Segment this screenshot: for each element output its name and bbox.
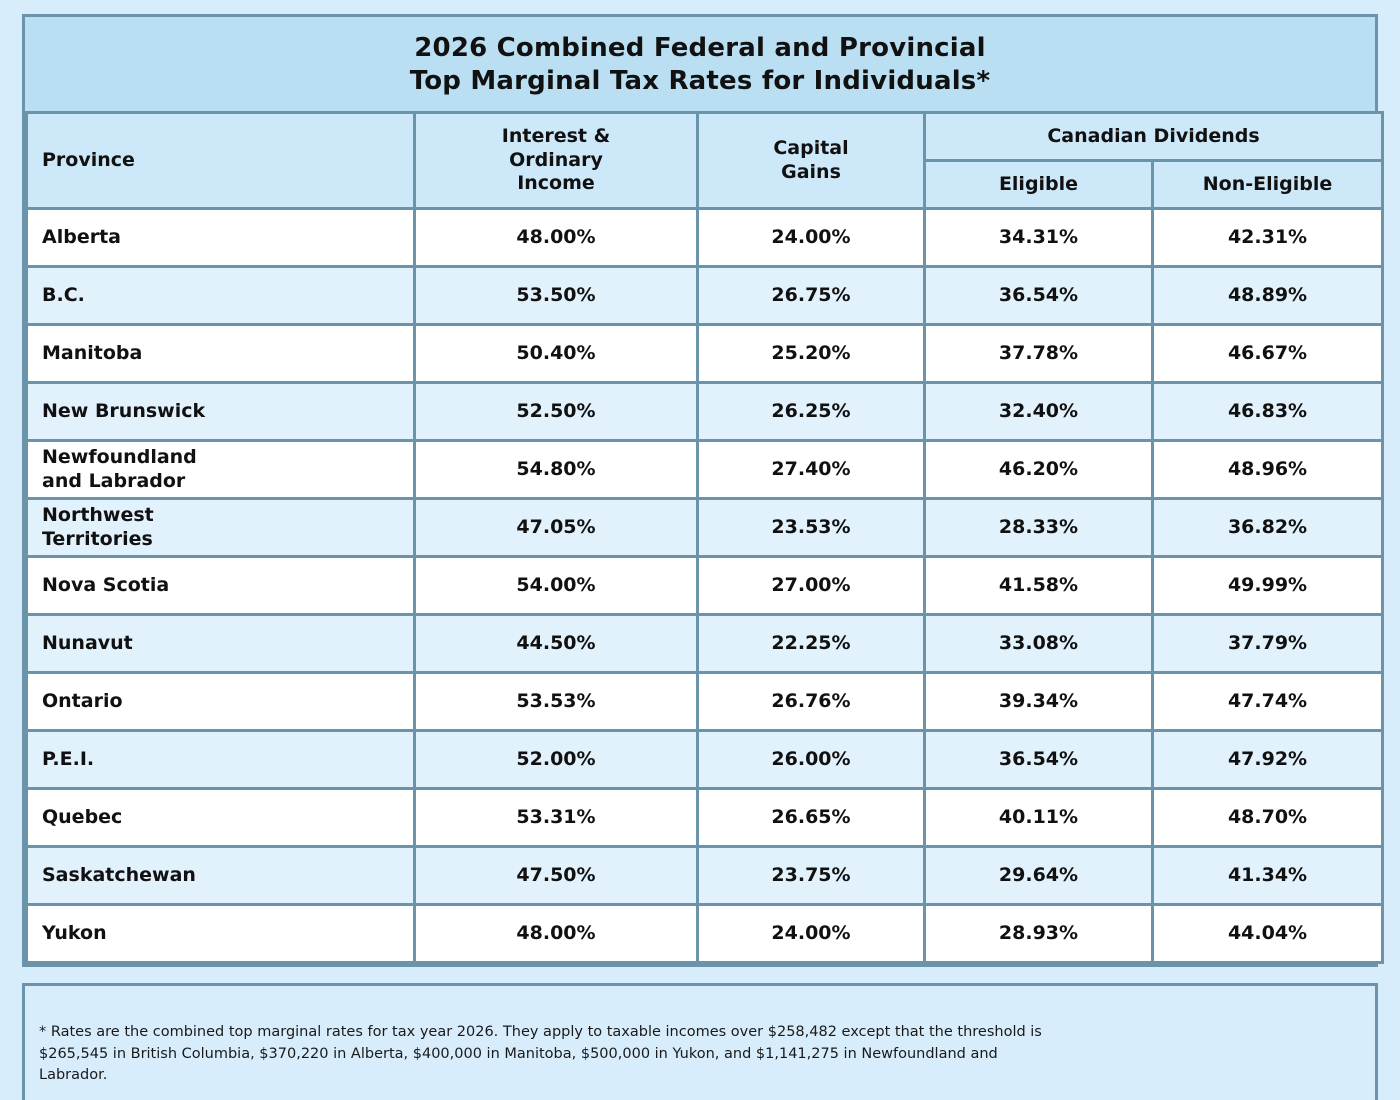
province-name-cell: Manitoba (25, 323, 416, 384)
column-group-header-canadian-dividends: Canadian Dividends (922, 111, 1385, 162)
tax-rates-panel: 2026 Combined Federal and Provincial Top… (22, 14, 1385, 967)
eligible-dividends-cell: 41.58% (923, 555, 1154, 616)
capital-gains-cell: 23.53% (696, 497, 926, 558)
interest-ordinary-income-cell: 48.00% (413, 903, 699, 964)
capital-gains-cell: 26.65% (696, 787, 926, 848)
column-header-interest-ordinary-income: Interest & Ordinary Income (413, 111, 699, 210)
footnote-box: * Rates are the combined top marginal ra… (22, 983, 1378, 1100)
capital-gains-cell: 24.00% (696, 903, 926, 964)
eligible-dividends-cell: 46.20% (923, 439, 1154, 500)
table-row: New Brunswick 52.50% 26.25% 32.40% 46.83… (25, 381, 1385, 442)
eligible-dividends-cell: 33.08% (923, 613, 1154, 674)
non-eligible-dividends-cell: 42.31% (1150, 207, 1385, 268)
eligible-dividends-cell: 34.31% (923, 207, 1154, 268)
capital-gains-cell: 23.75% (696, 845, 926, 906)
non-eligible-dividends-cell: 47.92% (1150, 729, 1385, 790)
interest-ordinary-income-cell: 53.31% (413, 787, 699, 848)
interest-ordinary-income-cell: 50.40% (413, 323, 699, 384)
capital-gains-cell: 27.40% (696, 439, 926, 500)
eligible-dividends-cell: 29.64% (923, 845, 1154, 906)
capital-gains-cell: 26.76% (696, 671, 926, 732)
interest-ordinary-income-cell: 52.50% (413, 381, 699, 442)
eligible-dividends-cell: 32.40% (923, 381, 1154, 442)
non-eligible-dividends-cell: 46.67% (1150, 323, 1385, 384)
province-name-cell: New Brunswick (25, 381, 416, 442)
province-name-cell: Nova Scotia (25, 555, 416, 616)
non-eligible-dividends-cell: 48.96% (1150, 439, 1385, 500)
capital-gains-cell: 26.75% (696, 265, 926, 326)
table-row: Yukon 48.00% 24.00% 28.93% 44.04% (25, 903, 1385, 964)
province-name-cell: Newfoundland and Labrador (25, 439, 416, 500)
table-row: Quebec 53.31% 26.65% 40.11% 48.70% (25, 787, 1385, 848)
footnote-text: * Rates are the combined top marginal ra… (39, 1023, 1042, 1084)
interest-ordinary-income-cell: 44.50% (413, 613, 699, 674)
non-eligible-dividends-cell: 41.34% (1150, 845, 1385, 906)
interest-ordinary-income-cell: 52.00% (413, 729, 699, 790)
province-name-cell: Saskatchewan (25, 845, 416, 906)
non-eligible-dividends-cell: 48.70% (1150, 787, 1385, 848)
non-eligible-dividends-cell: 47.74% (1150, 671, 1385, 732)
table-row: Alberta 48.00% 24.00% 34.31% 42.31% (25, 207, 1385, 268)
column-header-eligible: Eligible (923, 159, 1154, 210)
table-row: Nunavut 44.50% 22.25% 33.08% 37.79% (25, 613, 1385, 674)
table-row: Nova Scotia 54.00% 27.00% 41.58% 49.99% (25, 555, 1385, 616)
capital-gains-cell: 26.00% (696, 729, 926, 790)
interest-ordinary-income-cell: 54.00% (413, 555, 699, 616)
capital-gains-cell: 25.20% (696, 323, 926, 384)
table-row: Manitoba 50.40% 25.20% 37.78% 46.67% (25, 323, 1385, 384)
non-eligible-dividends-cell: 36.82% (1150, 497, 1385, 558)
interest-ordinary-income-cell: 54.80% (413, 439, 699, 500)
province-name-cell: B.C. (25, 265, 416, 326)
tax-rates-table: Province Interest & Ordinary Income Capi… (25, 111, 1385, 964)
table-row: Saskatchewan 47.50% 23.75% 29.64% 41.34% (25, 845, 1385, 906)
capital-gains-cell: 27.00% (696, 555, 926, 616)
column-header-non-eligible: Non-Eligible (1150, 159, 1385, 210)
non-eligible-dividends-cell: 48.89% (1150, 265, 1385, 326)
table-row: Newfoundland and Labrador 54.80% 27.40% … (25, 439, 1385, 500)
province-name-cell: Northwest Territories (25, 497, 416, 558)
table-row: Ontario 53.53% 26.76% 39.34% 47.74% (25, 671, 1385, 732)
eligible-dividends-cell: 40.11% (923, 787, 1154, 848)
province-name-cell: Nunavut (25, 613, 416, 674)
province-name-cell: Yukon (25, 903, 416, 964)
eligible-dividends-cell: 28.33% (923, 497, 1154, 558)
interest-ordinary-income-cell: 48.00% (413, 207, 699, 268)
interest-ordinary-income-cell: 53.53% (413, 671, 699, 732)
eligible-dividends-cell: 28.93% (923, 903, 1154, 964)
eligible-dividends-cell: 36.54% (923, 729, 1154, 790)
province-name-cell: Quebec (25, 787, 416, 848)
interest-ordinary-income-cell: 47.05% (413, 497, 699, 558)
table-body: Alberta 48.00% 24.00% 34.31% 42.31% B.C.… (25, 207, 1385, 964)
capital-gains-cell: 22.25% (696, 613, 926, 674)
province-name-cell: P.E.I. (25, 729, 416, 790)
eligible-dividends-cell: 36.54% (923, 265, 1154, 326)
column-header-province: Province (25, 111, 416, 210)
table-header: Province Interest & Ordinary Income Capi… (25, 111, 1385, 210)
table-row: B.C. 53.50% 26.75% 36.54% 48.89% (25, 265, 1385, 326)
non-eligible-dividends-cell: 49.99% (1150, 555, 1385, 616)
table-row: P.E.I. 52.00% 26.00% 36.54% 47.92% (25, 729, 1385, 790)
province-name-cell: Alberta (25, 207, 416, 268)
table-row: Northwest Territories 47.05% 23.53% 28.3… (25, 497, 1385, 558)
column-header-capital-gains: Capital Gains (696, 111, 926, 210)
capital-gains-cell: 24.00% (696, 207, 926, 268)
interest-ordinary-income-cell: 47.50% (413, 845, 699, 906)
interest-ordinary-income-cell: 53.50% (413, 265, 699, 326)
capital-gains-cell: 26.25% (696, 381, 926, 442)
province-name-cell: Ontario (25, 671, 416, 732)
non-eligible-dividends-cell: 44.04% (1150, 903, 1385, 964)
eligible-dividends-cell: 37.78% (923, 323, 1154, 384)
page-title: 2026 Combined Federal and Provincial Top… (25, 17, 1375, 111)
eligible-dividends-cell: 39.34% (923, 671, 1154, 732)
non-eligible-dividends-cell: 37.79% (1150, 613, 1385, 674)
non-eligible-dividends-cell: 46.83% (1150, 381, 1385, 442)
